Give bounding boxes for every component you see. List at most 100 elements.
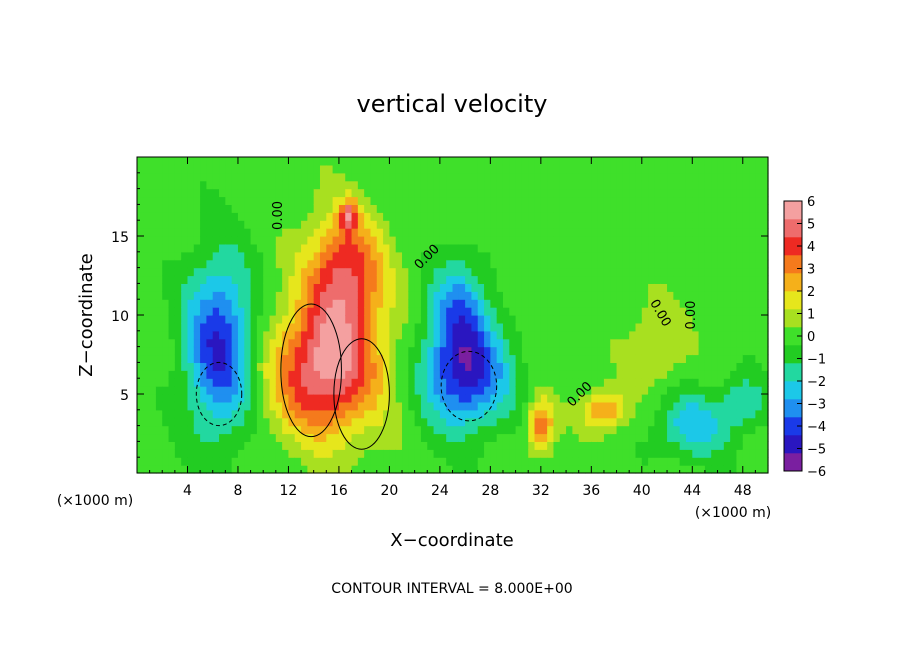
- heatmap-cell: [313, 228, 321, 237]
- heatmap-cell: [572, 180, 580, 190]
- heatmap-cell: [212, 164, 220, 174]
- heatmap-cell: [490, 370, 498, 379]
- heatmap-cell: [256, 354, 264, 363]
- heatmap-cell: [477, 267, 485, 277]
- heatmap-cell: [307, 417, 315, 427]
- heatmap-cell: [364, 449, 372, 458]
- heatmap-cell: [597, 283, 605, 292]
- heatmap-cell: [345, 283, 353, 292]
- heatmap-cell: [326, 259, 334, 269]
- heatmap-cell: [313, 401, 321, 411]
- heatmap-cell: [244, 228, 252, 237]
- heatmap-cell: [452, 236, 460, 245]
- heatmap-cell: [502, 172, 510, 182]
- heatmap-cell: [755, 188, 763, 198]
- heatmap-cell: [534, 441, 542, 450]
- heatmap-cell: [471, 378, 479, 387]
- heatmap-cell: [711, 188, 719, 198]
- heatmap-cell: [515, 259, 523, 269]
- heatmap-cell: [275, 449, 283, 458]
- heatmap-cell: [723, 401, 731, 411]
- heatmap-cell: [439, 275, 447, 284]
- heatmap-cell: [307, 315, 315, 324]
- heatmap-cell: [755, 362, 763, 371]
- heatmap-cell: [225, 338, 233, 348]
- heatmap-cell: [174, 378, 182, 387]
- heatmap-cell: [673, 370, 681, 379]
- heatmap-cell: [446, 378, 454, 387]
- heatmap-cell: [376, 346, 384, 356]
- heatmap-cell: [528, 228, 536, 237]
- heatmap-cell: [155, 236, 163, 245]
- heatmap-cell: [704, 204, 712, 213]
- heatmap-cell: [414, 204, 422, 213]
- heatmap-cell: [761, 251, 769, 261]
- heatmap-cell: [162, 362, 170, 371]
- heatmap-cell: [484, 299, 491, 308]
- heatmap-cell: [660, 330, 668, 340]
- heatmap-cell: [137, 441, 144, 450]
- heatmap-cell: [717, 386, 725, 395]
- heatmap-cell: [679, 394, 687, 403]
- heatmap-cell: [572, 267, 580, 277]
- heatmap-cell: [319, 409, 327, 419]
- heatmap-cell: [137, 378, 144, 387]
- heatmap-cell: [534, 449, 542, 458]
- heatmap-cell: [237, 251, 245, 261]
- heatmap-cell: [704, 354, 712, 363]
- heatmap-cell: [143, 212, 151, 221]
- heatmap-cell: [414, 220, 422, 229]
- heatmap-cell: [433, 457, 441, 466]
- heatmap-cell: [509, 441, 517, 450]
- heatmap-cell: [168, 251, 176, 261]
- heatmap-cell: [319, 204, 327, 213]
- heatmap-cell: [610, 370, 618, 379]
- heatmap-cell: [471, 204, 479, 213]
- heatmap-cell: [610, 275, 618, 284]
- x-tick-label: 4: [183, 483, 192, 499]
- heatmap-cell: [610, 291, 618, 300]
- heatmap-cell: [326, 441, 334, 450]
- heatmap-cell: [162, 307, 170, 316]
- heatmap-cell: [667, 370, 674, 379]
- heatmap-cell: [212, 449, 220, 458]
- heatmap-cell: [162, 204, 170, 213]
- heatmap-cell: [364, 433, 372, 442]
- heatmap-cell: [704, 425, 712, 435]
- heatmap-cell: [585, 465, 592, 474]
- heatmap-cell: [559, 433, 567, 442]
- heatmap-cell: [685, 394, 693, 403]
- heatmap-cell: [294, 370, 302, 379]
- heatmap-cell: [181, 409, 189, 419]
- heatmap-cell: [616, 275, 624, 284]
- heatmap-cell: [383, 196, 390, 205]
- heatmap-cell: [301, 204, 308, 213]
- heatmap-cell: [256, 449, 264, 458]
- heatmap-cell: [730, 315, 738, 324]
- heatmap-cell: [484, 441, 491, 450]
- heatmap-cell: [717, 188, 725, 198]
- heatmap-cell: [553, 322, 561, 332]
- heatmap-cell: [244, 386, 252, 395]
- heatmap-cell: [282, 188, 290, 198]
- heatmap-cell: [458, 338, 466, 348]
- heatmap-cell: [338, 180, 346, 190]
- heatmap-cell: [174, 433, 182, 442]
- heatmap-cell: [187, 354, 195, 363]
- heatmap-cell: [547, 188, 555, 198]
- heatmap-cell: [313, 259, 321, 269]
- heatmap-cell: [496, 188, 504, 198]
- heatmap-cell: [225, 386, 233, 395]
- heatmap-cell: [641, 315, 649, 324]
- heatmap-cell: [641, 386, 649, 395]
- heatmap-cell: [427, 157, 435, 166]
- heatmap-cell: [225, 283, 233, 292]
- heatmap-cell: [370, 283, 378, 292]
- heatmap-cell: [496, 307, 504, 316]
- heatmap-cell: [275, 425, 283, 435]
- heatmap-cell: [357, 346, 365, 356]
- heatmap-cell: [673, 283, 681, 292]
- heatmap-cell: [351, 259, 359, 269]
- heatmap-cell: [174, 307, 182, 316]
